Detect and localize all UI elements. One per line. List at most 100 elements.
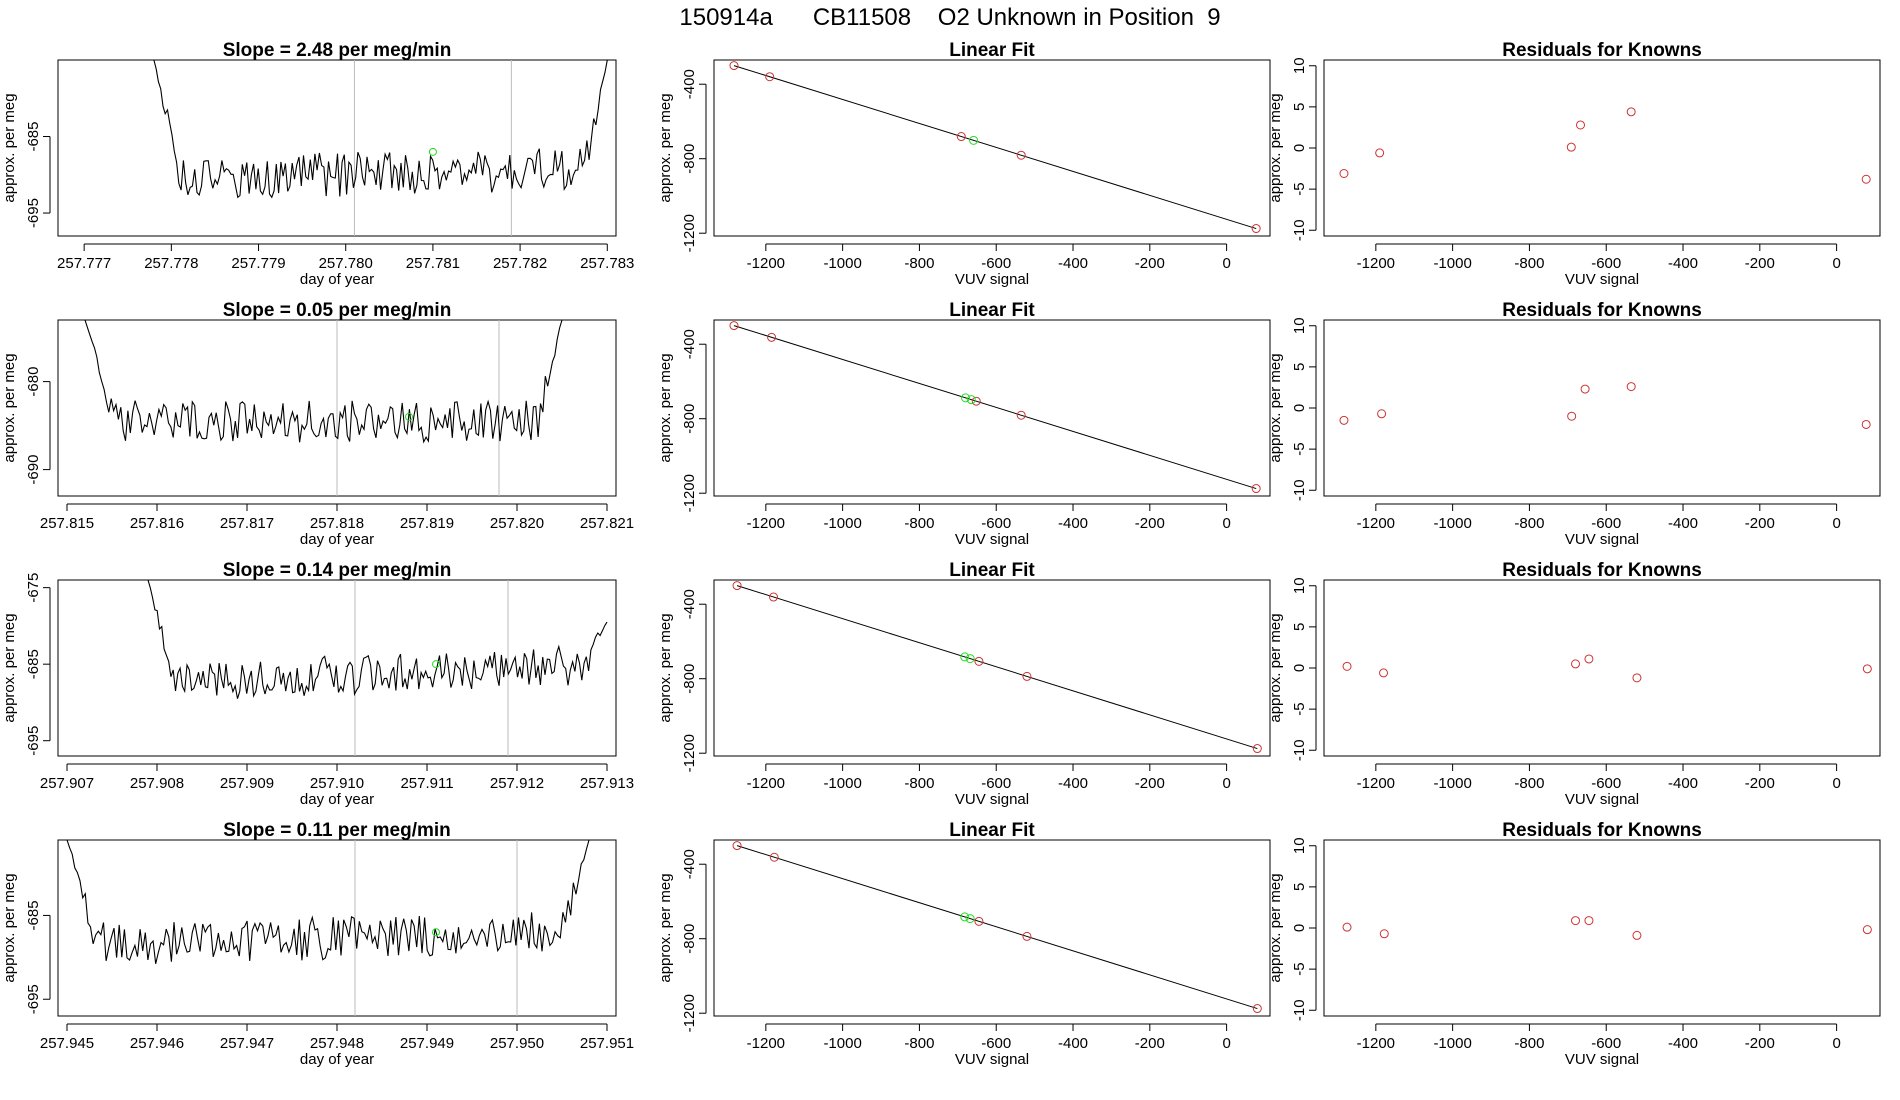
- y-tick-label: 5: [1291, 363, 1308, 371]
- x-tick-label: -400: [1058, 775, 1088, 792]
- y-axis-label: approx. per meg: [657, 873, 674, 982]
- x-axis-label: VUV signal: [955, 531, 1029, 548]
- x-tick-label: 257.778: [144, 255, 198, 272]
- x-tick-label: -1200: [747, 255, 785, 272]
- x-tick-label: -1200: [747, 1035, 785, 1052]
- fit-panel: Linear Fit -1200 -1000 -800 -600 -400 -200 0 VUV…: [657, 560, 1271, 808]
- residuals-panel: Residuals for Knowns-1200 -1000 -800 -600 -4…: [1267, 40, 1881, 288]
- fit-panel: Linear Fit -1200 -1000 -800 -600 -400 -200 0 VUV…: [657, 40, 1271, 288]
- fit-plot-box: [713, 579, 1271, 757]
- trace-plot-area: [84, 320, 563, 496]
- known-point: [732, 581, 742, 591]
- known-point: [971, 396, 981, 406]
- trace-plot-box: [57, 839, 617, 1017]
- trace-title: Slope = 0.14 per meg/min: [223, 560, 452, 581]
- unknown-point: [961, 393, 971, 403]
- x-tick-label: 0: [1222, 1035, 1230, 1052]
- unknown-point: [960, 652, 970, 662]
- known-point: [1251, 484, 1261, 494]
- x-tick-label: 257.821: [580, 515, 634, 532]
- trace-line: [66, 840, 590, 964]
- residual-point: [1575, 120, 1585, 130]
- x-tick-label: -600: [1591, 515, 1621, 532]
- x-tick-label: -1200: [1357, 775, 1395, 792]
- residuals-title: Residuals for Knowns: [1502, 560, 1702, 581]
- residual-point: [1342, 661, 1352, 671]
- x-tick-label: 257.818: [310, 515, 364, 532]
- unknown-marker: [428, 147, 437, 156]
- x-tick-label: -200: [1745, 1035, 1775, 1052]
- fit-plot-box: [713, 839, 1271, 1017]
- x-tick-label: -200: [1745, 255, 1775, 272]
- x-tick-label: 257.948: [310, 1035, 364, 1052]
- x-tick-label: 0: [1832, 255, 1840, 272]
- residual-point: [1375, 148, 1385, 158]
- known-point: [1022, 931, 1032, 941]
- y-tick-label: -400: [681, 589, 698, 619]
- residual-point: [1632, 930, 1642, 940]
- x-tick-label: 257.951: [580, 1035, 634, 1052]
- residual-point: [1342, 922, 1352, 932]
- x-tick-label: -200: [1745, 775, 1775, 792]
- known-point: [956, 132, 966, 142]
- known-point: [769, 592, 779, 602]
- residual-point: [1626, 382, 1636, 392]
- x-tick-label: 257.950: [490, 1035, 544, 1052]
- x-tick-label: 0: [1832, 1035, 1840, 1052]
- y-axis-label: approx. per meg: [657, 353, 674, 462]
- x-axis-label: day of year: [300, 1051, 374, 1068]
- x-tick-label: 257.907: [40, 775, 94, 792]
- residuals-title: Residuals for Knowns: [1502, 820, 1702, 841]
- fit-panel: Linear Fit -1200 -1000 -800 -600 -400 -200 0 VUV…: [657, 300, 1271, 548]
- trace-title: Slope = 0.05 per meg/min: [223, 300, 452, 321]
- y-tick-label: -10: [1291, 999, 1308, 1021]
- residual-point: [1566, 142, 1576, 152]
- trace-line: [84, 320, 563, 444]
- x-tick-label: -800: [1514, 1035, 1544, 1052]
- y-tick-label: -400: [681, 69, 698, 99]
- x-tick-label: -800: [904, 515, 934, 532]
- fit-line: [736, 585, 1258, 750]
- residuals-title: Residuals for Knowns: [1502, 40, 1702, 61]
- x-tick-label: 0: [1222, 515, 1230, 532]
- x-tick-label: -1000: [823, 255, 861, 272]
- fit-title: Linear Fit: [949, 560, 1035, 581]
- x-axis-label: day of year: [300, 791, 374, 808]
- y-axis-label: approx. per meg: [657, 93, 674, 202]
- x-tick-label: 257.781: [406, 255, 460, 272]
- trace-plot-box: [57, 59, 617, 237]
- y-tick-label: -800: [681, 924, 698, 954]
- y-tick-label: 0: [1291, 924, 1308, 932]
- x-tick-label: -800: [904, 1035, 934, 1052]
- x-tick-label: 257.910: [310, 775, 364, 792]
- x-tick-label: -600: [981, 1035, 1011, 1052]
- x-axis-label: VUV signal: [1565, 1051, 1639, 1068]
- residual-point: [1861, 174, 1871, 184]
- y-tick-label: -685: [25, 649, 42, 679]
- x-tick-label: -200: [1135, 515, 1165, 532]
- y-tick-label: -10: [1291, 219, 1308, 241]
- x-tick-label: -400: [1058, 515, 1088, 532]
- unknown-point: [960, 912, 970, 922]
- y-tick-label: -5: [1291, 182, 1308, 195]
- y-tick-label: -680: [25, 367, 42, 397]
- x-axis-label: VUV signal: [1565, 531, 1639, 548]
- fit-line: [733, 325, 1257, 490]
- residual-point: [1584, 916, 1594, 926]
- y-axis-label: approx. per meg: [657, 613, 674, 722]
- x-tick-label: -600: [1591, 255, 1621, 272]
- x-tick-label: 257.949: [400, 1035, 454, 1052]
- x-tick-label: -1000: [823, 775, 861, 792]
- known-point: [1252, 1004, 1262, 1014]
- x-tick-label: -1200: [747, 775, 785, 792]
- residual-point: [1580, 384, 1590, 394]
- y-tick-label: -800: [681, 664, 698, 694]
- x-tick-label: -1000: [823, 1035, 861, 1052]
- x-tick-label: 257.777: [57, 255, 111, 272]
- x-axis-label: VUV signal: [1565, 791, 1639, 808]
- y-tick-label: -1200: [681, 994, 698, 1032]
- known-point: [769, 852, 779, 862]
- y-tick-label: -675: [25, 573, 42, 603]
- figure-title: 150914a CB11508 O2 Unknown in Position 9: [679, 4, 1221, 31]
